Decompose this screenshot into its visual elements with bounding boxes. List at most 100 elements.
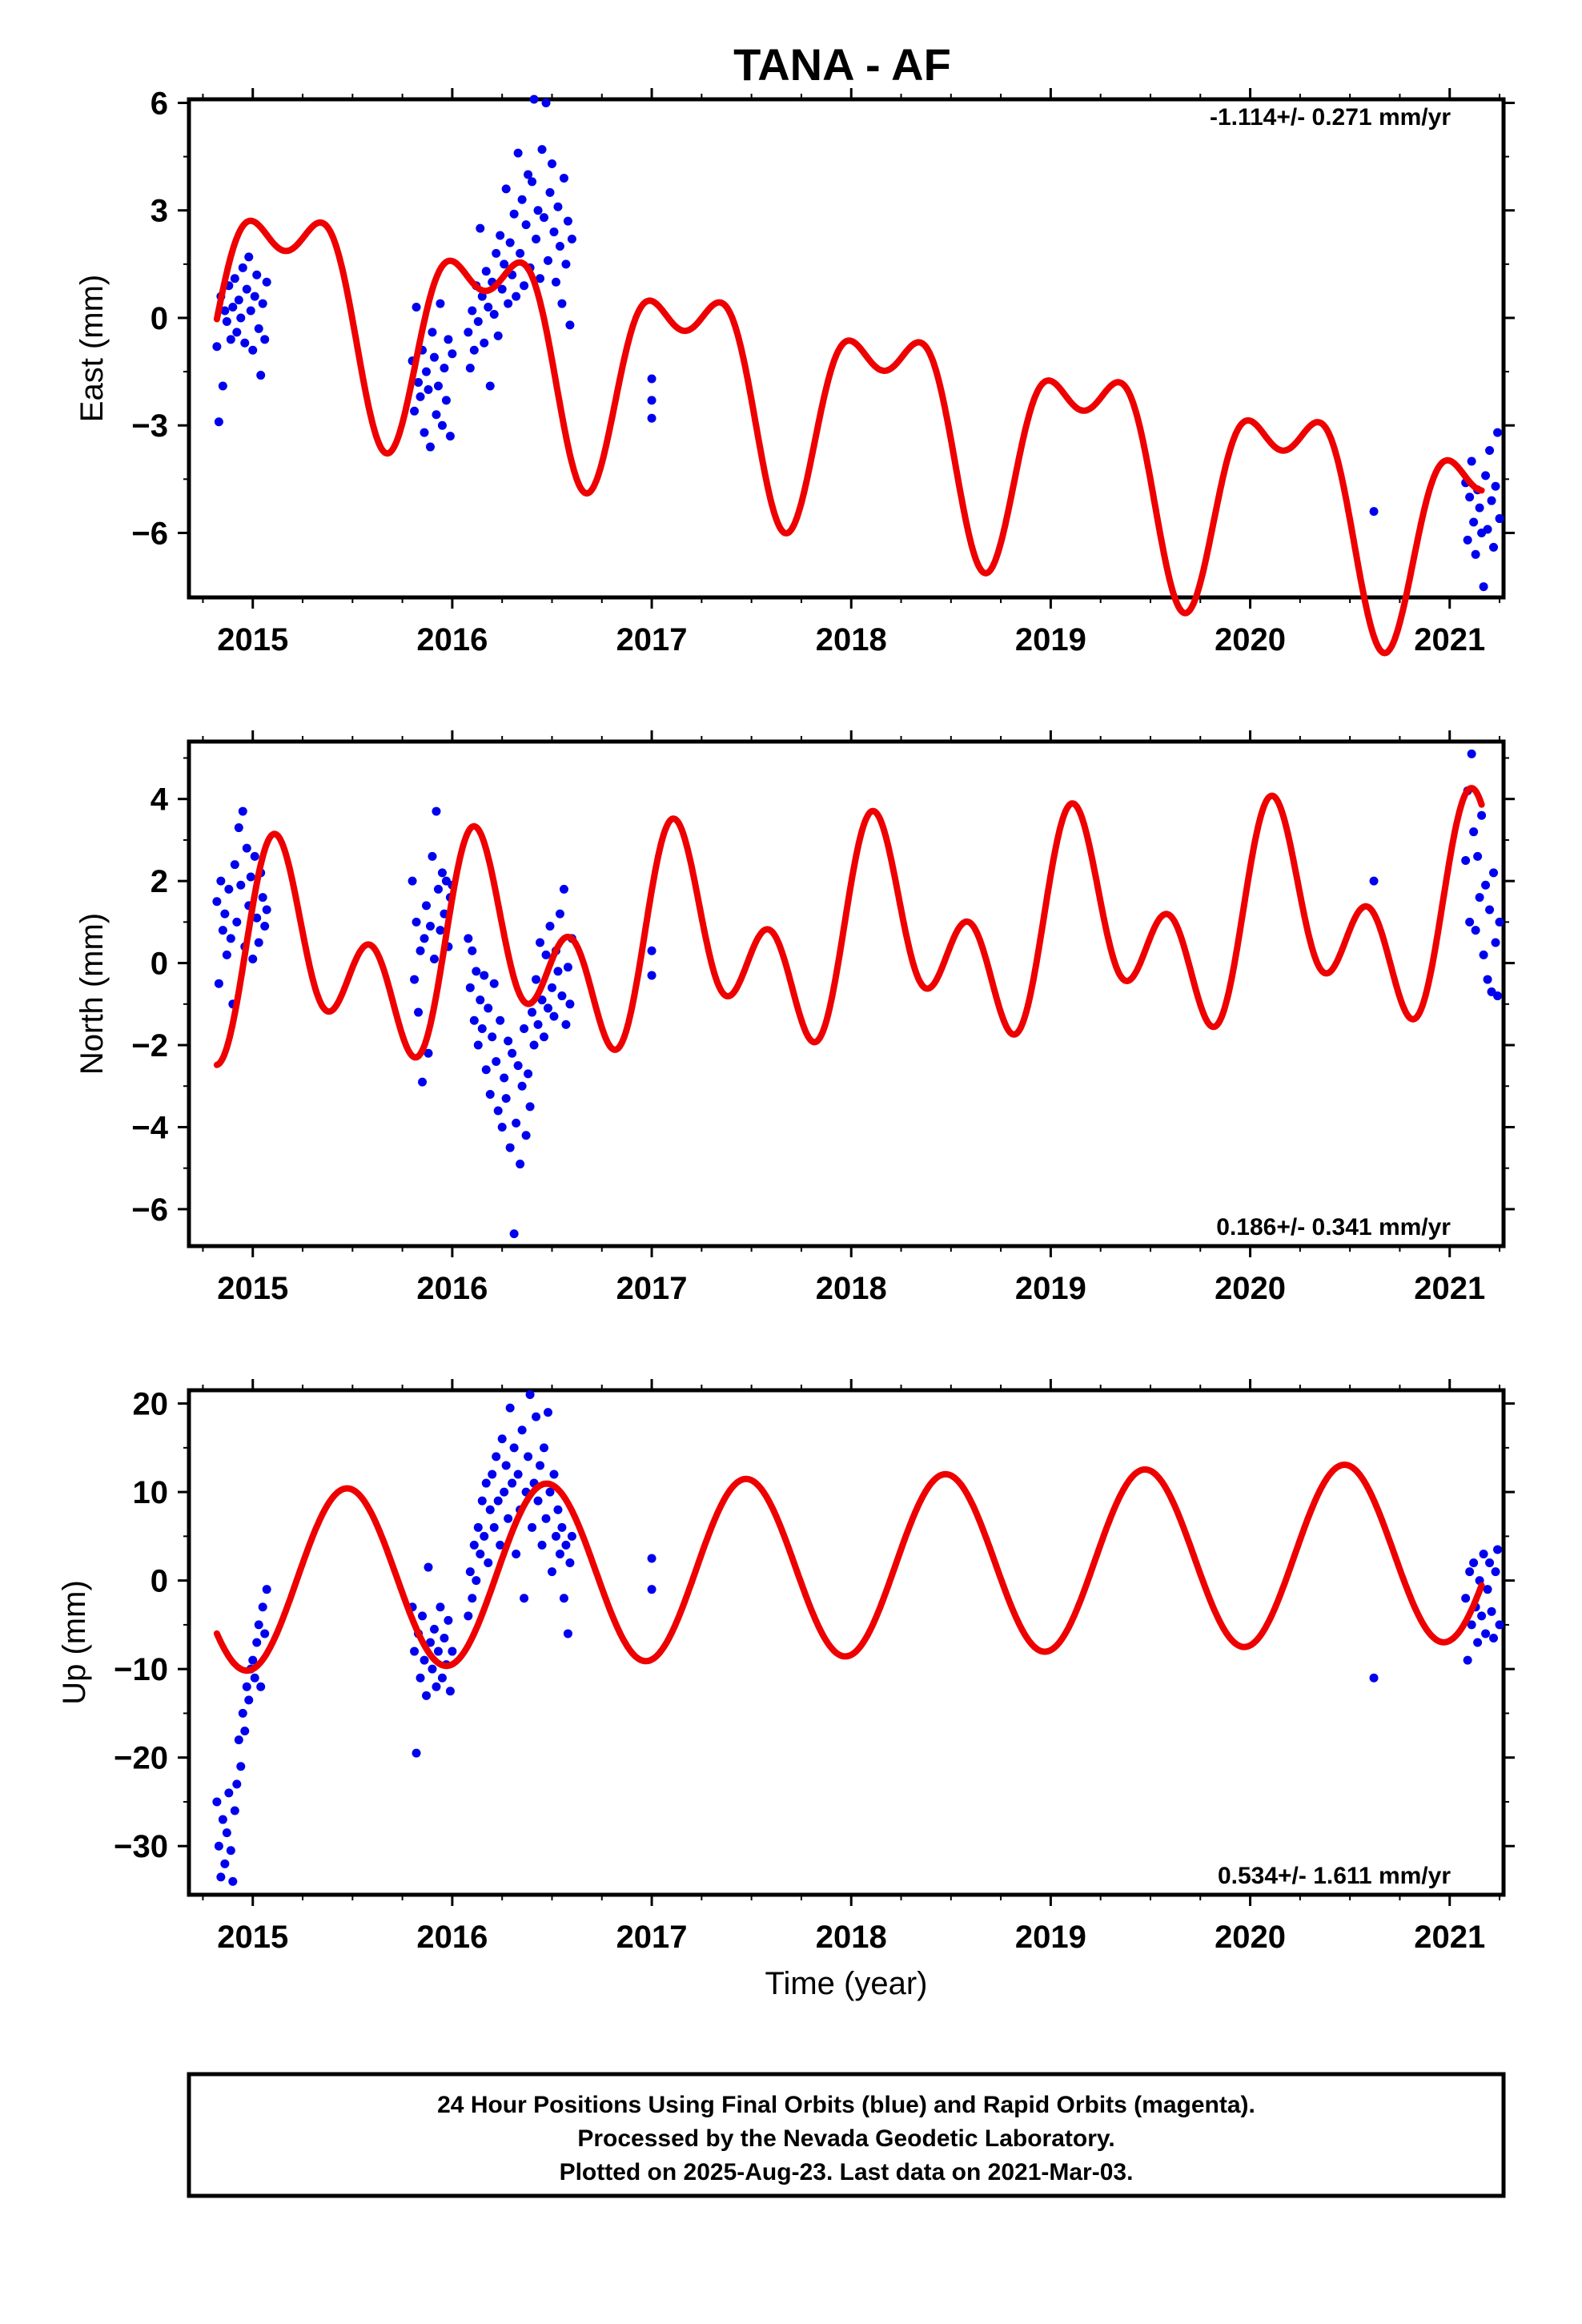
up-y-tick-label: 10	[133, 1475, 169, 1510]
up-data-point	[418, 1611, 428, 1621]
north-data-point	[489, 979, 499, 988]
north-data-point	[226, 934, 235, 943]
north-data-point	[561, 1019, 571, 1029]
east-data-point	[1479, 582, 1488, 592]
east-data-point	[481, 267, 491, 276]
east-data-point	[246, 306, 255, 316]
north-data-point	[524, 1069, 533, 1079]
north-data-point	[1495, 917, 1504, 927]
north-data-point	[432, 806, 441, 816]
x-axis-label: Time (year)	[765, 1966, 928, 2001]
east-data-point	[516, 248, 525, 258]
up-data-point	[424, 1562, 433, 1572]
up-data-point	[528, 1522, 537, 1532]
east-data-point	[258, 299, 267, 308]
north-data-point	[422, 901, 432, 911]
north-data-point	[410, 975, 420, 984]
up-data-point	[1481, 1629, 1491, 1638]
east-data-point	[1463, 535, 1472, 545]
footer-line-1: 24 Hour Positions Using Final Orbits (bl…	[437, 2092, 1255, 2118]
north-data-point	[416, 946, 425, 955]
east-data-point	[509, 209, 519, 219]
east-data-point	[238, 263, 247, 272]
north-data-point	[559, 884, 568, 894]
up-data-point	[220, 1859, 230, 1868]
north-data-point	[484, 1003, 493, 1013]
north-data-point	[529, 1040, 539, 1050]
north-data-point	[481, 1065, 491, 1075]
up-data-point	[512, 1549, 521, 1558]
north-y-tick-label: −2	[131, 1028, 168, 1063]
east-data-point	[536, 274, 545, 283]
north-data-point	[1461, 856, 1471, 866]
east-data-point	[561, 259, 571, 269]
up-data-point	[437, 1673, 447, 1683]
up-data-point	[256, 1682, 266, 1691]
east-y-tick-label: 3	[151, 194, 168, 229]
up-data-point	[448, 1647, 457, 1656]
east-x-tick-label: 2016	[416, 622, 488, 657]
north-data-point	[222, 950, 231, 959]
north-data-point	[473, 1040, 483, 1050]
up-data-point	[563, 1629, 572, 1638]
east-data-point	[553, 202, 563, 211]
north-data-point	[496, 1015, 505, 1025]
up-data-point	[1485, 1558, 1495, 1568]
east-data-point	[260, 335, 270, 344]
up-data-point	[218, 1815, 227, 1824]
north-data-point	[493, 1106, 503, 1116]
north-data-point	[557, 991, 567, 1001]
east-data-point	[234, 296, 243, 305]
up-data-point	[520, 1594, 529, 1603]
up-data-point	[1495, 1620, 1504, 1630]
up-data-point	[416, 1673, 425, 1683]
up-data-point	[412, 1748, 421, 1758]
north-data-point	[1465, 917, 1475, 927]
up-data-point	[547, 1567, 556, 1577]
north-tick-labels: 2015 2016 2017 2018 2019 2020 2021 −6 −4 −2 0 2 4	[131, 782, 1485, 1306]
up-data-point	[1489, 1633, 1499, 1642]
footer-line-2: Processed by the Nevada Geodetic Laborat…	[577, 2125, 1114, 2152]
east-data-point	[517, 195, 527, 204]
up-data-point	[250, 1673, 259, 1683]
east-data-point	[240, 338, 250, 348]
east-y-tick-label: −6	[131, 516, 168, 551]
east-data-point	[496, 231, 505, 240]
up-y-tick-label: −20	[114, 1741, 168, 1776]
up-data-point	[468, 1594, 477, 1603]
north-data-point	[436, 926, 445, 935]
up-data-point	[429, 1624, 439, 1634]
north-data-point	[516, 1160, 525, 1169]
up-data-point	[532, 1412, 541, 1421]
up-data-point	[445, 1687, 455, 1696]
north-data-point	[1489, 868, 1499, 878]
up-data-point	[262, 1585, 271, 1594]
up-data-point	[1463, 1655, 1472, 1665]
north-data-point	[505, 1143, 515, 1152]
up-data-point	[492, 1452, 501, 1462]
north-data-point	[437, 868, 447, 878]
north-data-point	[220, 909, 230, 919]
east-data-point	[529, 94, 539, 104]
up-data-point	[440, 1633, 449, 1642]
east-ticks	[178, 88, 1515, 609]
east-data-point	[549, 227, 559, 237]
east-data-point	[254, 324, 263, 333]
up-data-point	[240, 1727, 250, 1736]
north-data-point	[525, 1102, 535, 1112]
north-data-point	[540, 1032, 549, 1042]
up-data-point	[242, 1682, 251, 1691]
up-model-fit-line	[213, 1462, 1485, 1675]
up-data-point	[533, 1496, 543, 1506]
up-data-point	[1469, 1558, 1479, 1568]
up-data-point	[214, 1841, 223, 1851]
east-data-point	[1495, 514, 1504, 524]
north-data-point	[408, 876, 417, 886]
up-data-point	[536, 1461, 545, 1470]
east-y-axis-label: East (mm)	[74, 275, 110, 422]
north-data-point	[1475, 893, 1484, 903]
up-data-point	[567, 1531, 576, 1541]
east-y-tick-label: −3	[131, 408, 168, 444]
up-data-point	[551, 1531, 560, 1541]
